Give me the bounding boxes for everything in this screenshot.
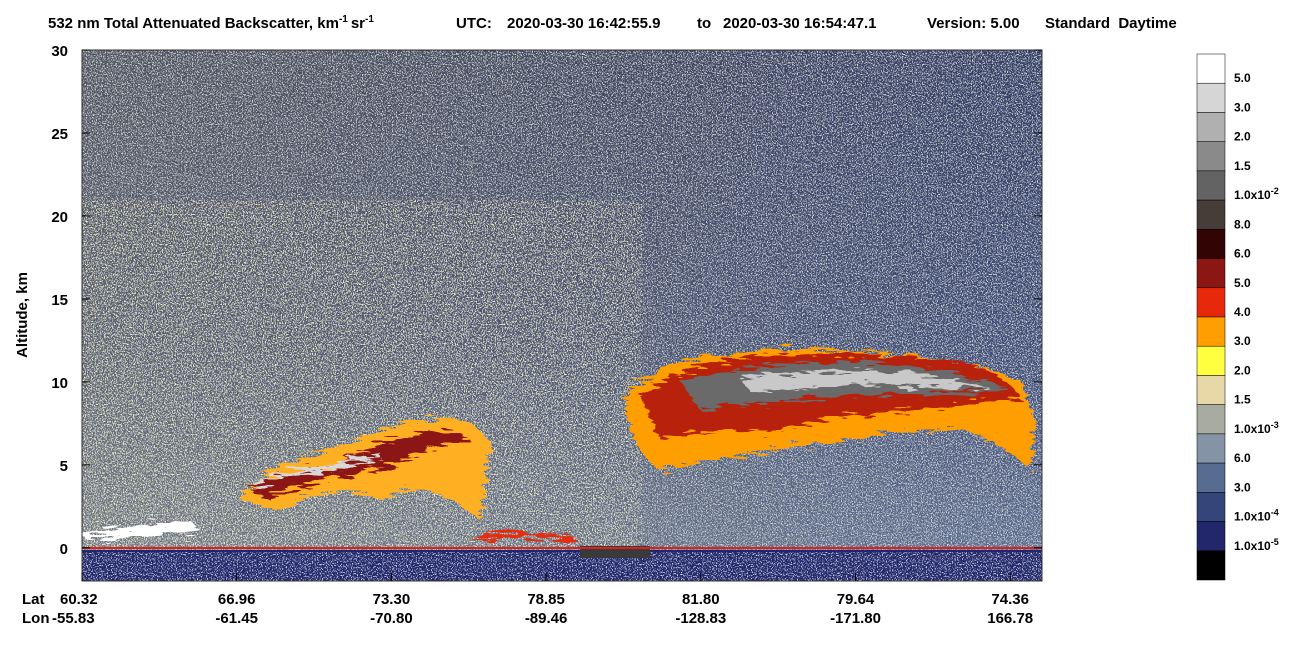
colorbar-label: 2.0 bbox=[1234, 130, 1251, 144]
title-sup: -1 bbox=[339, 14, 348, 25]
colorbar-label-text: 1.0x10 bbox=[1234, 539, 1271, 553]
lat-tick-label: 73.30 bbox=[373, 591, 411, 608]
colorbar-label: 5.0 bbox=[1234, 71, 1251, 85]
colorbar-label: 6.0 bbox=[1234, 451, 1251, 465]
colorbar-label-exp: -4 bbox=[1271, 508, 1279, 518]
lon-tick-label: -171.80 bbox=[830, 610, 881, 627]
colorbar-swatch bbox=[1196, 141, 1226, 172]
lon-label: Lon bbox=[22, 610, 50, 627]
lon-tick-label: -61.45 bbox=[215, 610, 258, 627]
colorbar-label: 6.0 bbox=[1234, 247, 1251, 261]
colorbar-swatch bbox=[1196, 53, 1226, 84]
title-sup: -1 bbox=[365, 14, 374, 25]
colorbar-label: 3.0 bbox=[1234, 334, 1251, 348]
colorbar-swatch bbox=[1196, 258, 1226, 289]
colorbar-label-exp: -5 bbox=[1271, 537, 1279, 547]
lat-tick-label: 79.64 bbox=[837, 591, 875, 608]
colorbar-label: 4.0 bbox=[1234, 305, 1251, 319]
colorbar-label-text: 1.0x10 bbox=[1234, 188, 1271, 202]
utc-label: UTC: bbox=[456, 15, 492, 32]
colorbar-label-text: 4.0 bbox=[1234, 305, 1251, 319]
lat-tick-label: 81.80 bbox=[682, 591, 720, 608]
colorbar-swatch bbox=[1196, 462, 1226, 493]
colorbar-label: 1.0x10-2 bbox=[1234, 186, 1279, 202]
lat-label: Lat bbox=[22, 591, 45, 608]
colorbar-label: 1.0x10-4 bbox=[1234, 508, 1279, 524]
colorbar-label: 3.0 bbox=[1234, 100, 1251, 114]
lat-tick-label: 60.32 bbox=[60, 591, 98, 608]
colorbar-label-text: 8.0 bbox=[1234, 217, 1251, 231]
colorbar-label: 1.5 bbox=[1234, 393, 1251, 407]
colorbar-swatch bbox=[1196, 112, 1226, 142]
colorbar-swatch bbox=[1196, 229, 1226, 259]
colorbar-label-text: 3.0 bbox=[1234, 334, 1251, 348]
colorbar-label-text: 2.0 bbox=[1234, 363, 1251, 377]
lon-tick-label: 166.78 bbox=[987, 610, 1033, 627]
end-time: 2020-03-30 16:54:47.1 bbox=[723, 15, 876, 32]
title-text: 532 nm Total Attenuated Backscatter, km bbox=[48, 15, 339, 32]
colorbar-label-exp: -2 bbox=[1271, 186, 1279, 196]
lat-tick-label: 78.85 bbox=[527, 591, 565, 608]
colorbar-swatch bbox=[1196, 170, 1226, 201]
y-tick-label: 0 bbox=[60, 541, 68, 558]
lon-tick-label: -89.46 bbox=[525, 610, 568, 627]
y-axis-label: Altitude, km bbox=[14, 272, 31, 358]
colorbar-swatch bbox=[1196, 375, 1226, 405]
plot-frame bbox=[81, 49, 1043, 582]
colorbar-swatch bbox=[1196, 199, 1226, 230]
colorbar-swatch bbox=[1196, 521, 1226, 552]
colorbar-label: 8.0 bbox=[1234, 217, 1251, 231]
colorbar-swatch bbox=[1196, 82, 1226, 113]
colorbar-label-text: 1.5 bbox=[1234, 159, 1251, 173]
version: Version: 5.00 bbox=[927, 15, 1020, 32]
colorbar-swatch bbox=[1196, 316, 1226, 347]
y-tick-label: 15 bbox=[51, 292, 68, 309]
y-tick-label: 30 bbox=[51, 43, 68, 60]
colorbar-label-text: 1.5 bbox=[1234, 393, 1251, 407]
colorbar-label: 3.0 bbox=[1234, 480, 1251, 494]
y-tick-label: 25 bbox=[51, 126, 68, 143]
colorbar-label-text: 6.0 bbox=[1234, 247, 1251, 261]
lat-tick-label: 74.36 bbox=[991, 591, 1029, 608]
colorbar-swatch bbox=[1196, 287, 1226, 318]
colorbar-label-text: 3.0 bbox=[1234, 480, 1251, 494]
colorbar-label: 5.0 bbox=[1234, 276, 1251, 290]
lon-tick-label: -55.83 bbox=[52, 610, 95, 627]
chart-title: 532 nm Total Attenuated Backscatter, km-… bbox=[48, 14, 374, 32]
y-tick-label: 10 bbox=[51, 375, 68, 392]
start-time: 2020-03-30 16:42:55.9 bbox=[507, 15, 660, 32]
colorbar-label-text: 1.0x10 bbox=[1234, 422, 1271, 436]
colorbar-label: 2.0 bbox=[1234, 363, 1251, 377]
y-tick-label: 5 bbox=[60, 458, 68, 475]
colorbar-label-text: 2.0 bbox=[1234, 130, 1251, 144]
colorbar-label-exp: -3 bbox=[1271, 420, 1279, 430]
colorbar-swatch bbox=[1196, 550, 1226, 581]
colorbar-label-text: 5.0 bbox=[1234, 276, 1251, 290]
colorbar-label-text: 1.0x10 bbox=[1234, 510, 1271, 524]
colorbar-swatch bbox=[1196, 404, 1226, 435]
colorbar-label-text: 3.0 bbox=[1234, 100, 1251, 114]
lon-tick-label: -70.80 bbox=[370, 610, 413, 627]
colorbar-swatch bbox=[1196, 492, 1226, 522]
mode: Standard Daytime bbox=[1045, 15, 1177, 32]
title-unit: sr bbox=[351, 15, 365, 32]
colorbar-swatch bbox=[1196, 345, 1226, 376]
colorbar-label: 1.5 bbox=[1234, 159, 1251, 173]
colorbar-label: 1.0x10-5 bbox=[1234, 537, 1279, 553]
lat-tick-label: 66.96 bbox=[218, 591, 256, 608]
backscatter-image bbox=[82, 50, 1042, 581]
colorbar-swatch bbox=[1196, 433, 1226, 464]
colorbar-label-text: 5.0 bbox=[1234, 71, 1251, 85]
lon-tick-label: -128.83 bbox=[675, 610, 726, 627]
colorbar-label: 1.0x10-3 bbox=[1234, 420, 1279, 436]
colorbar-label-text: 6.0 bbox=[1234, 451, 1251, 465]
to-label: to bbox=[697, 15, 711, 32]
y-tick-label: 20 bbox=[51, 209, 68, 226]
